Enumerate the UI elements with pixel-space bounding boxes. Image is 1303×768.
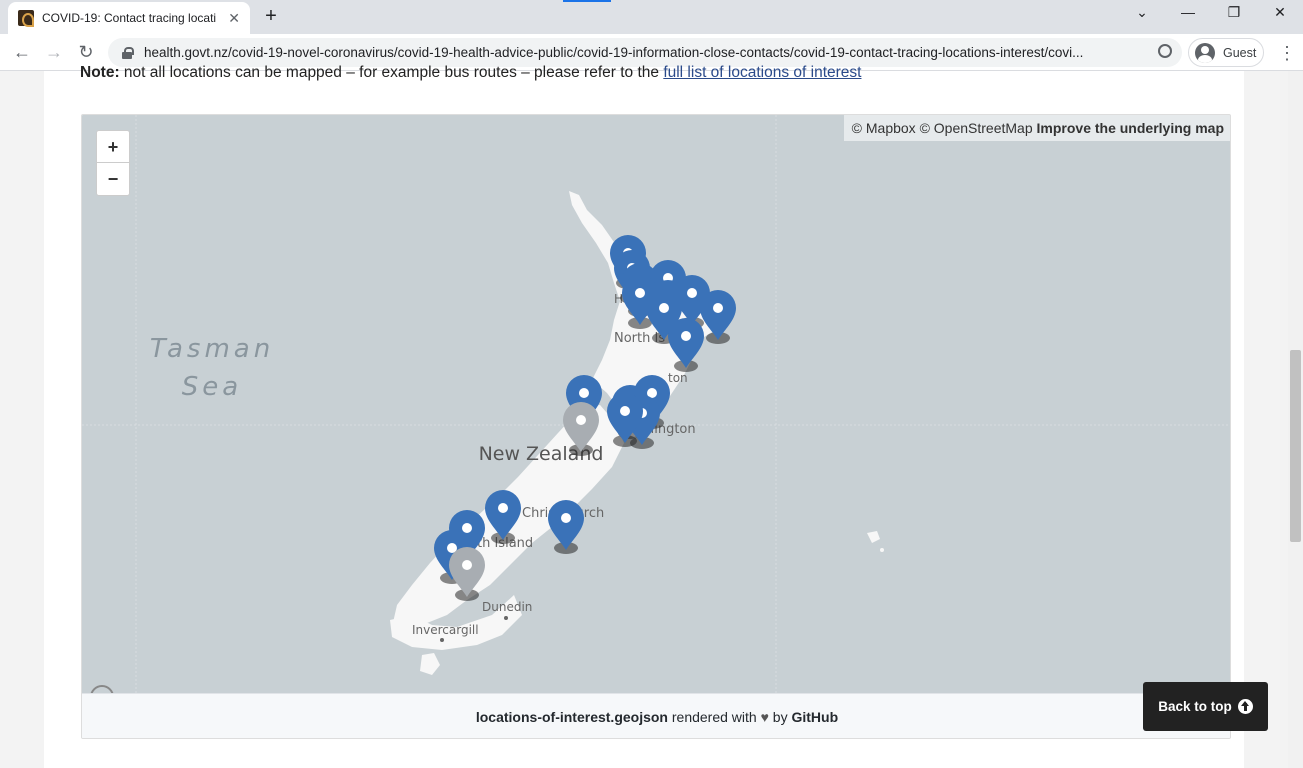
marker-dot — [647, 388, 657, 398]
tab-search-icon[interactable]: ⌄ — [1136, 4, 1148, 20]
osm-attribution-link[interactable]: © OpenStreetMap — [919, 120, 1033, 136]
back-to-top-button[interactable]: Back to top — [1143, 682, 1268, 731]
map-note: Note: not all locations can be mapped – … — [80, 64, 861, 82]
url-text[interactable]: health.govt.nz/covid-19-novel-coronaviru… — [144, 45, 1084, 60]
stewart-island-land — [420, 653, 440, 675]
invercargill-dot — [440, 638, 444, 642]
zoom-icon[interactable] — [1158, 44, 1172, 58]
forward-button[interactable]: → — [45, 42, 63, 62]
minimize-button[interactable]: — — [1181, 4, 1195, 20]
marker-dot — [620, 406, 630, 416]
browser-toolbar: ← → ↻ health.govt.nz/covid-19-novel-coro… — [0, 34, 1303, 71]
arrow-up-icon — [1237, 699, 1253, 714]
location-marker — [485, 490, 521, 540]
location-marker — [548, 500, 584, 550]
marker-dot — [579, 388, 589, 398]
marker-dot — [687, 288, 697, 298]
marker-layer — [434, 235, 736, 601]
avatar-icon — [1195, 42, 1215, 63]
marker-dot — [447, 543, 457, 553]
marker-dot — [659, 303, 669, 313]
location-marker — [700, 290, 736, 340]
map-svg: Tasman Sea New Zealand North Is llington… — [82, 115, 1230, 693]
tab-strip: COVID-19: Contact tracing locati ✕ + ⌄ —… — [0, 0, 1303, 34]
location-marker — [668, 318, 704, 368]
scrollbar-thumb[interactable] — [1290, 350, 1301, 542]
browser-tab[interactable]: COVID-19: Contact tracing locati ✕ — [8, 2, 250, 34]
dunedin-dot — [504, 616, 508, 620]
chatham-islet — [880, 548, 884, 552]
location-marker-grey — [563, 402, 599, 452]
profile-button[interactable]: Guest — [1188, 38, 1264, 67]
north-island-label: North Is — [614, 331, 665, 346]
embed-footer: locations-of-interest.geojson rendered w… — [82, 693, 1230, 738]
footer-by-text: by — [768, 709, 792, 725]
marker-dot — [635, 288, 645, 298]
ton-label: ton — [668, 371, 688, 385]
lock-icon[interactable] — [122, 46, 134, 59]
address-bar[interactable]: health.govt.nz/covid-19-novel-coronaviru… — [108, 38, 1182, 67]
marker-dot — [561, 513, 571, 523]
focus-indicator — [563, 0, 611, 2]
marker-dot — [462, 523, 472, 533]
github-link[interactable]: GitHub — [791, 709, 839, 725]
heart-icon: ♥ — [760, 709, 769, 725]
back-to-top-label: Back to top — [1158, 699, 1232, 714]
note-label: Note: — [80, 64, 120, 81]
chatham-islands-land — [867, 531, 880, 543]
zoom-control: + − — [96, 130, 130, 196]
invercargill-label: Invercargill — [412, 623, 479, 637]
location-marker — [607, 393, 643, 443]
profile-label: Guest — [1223, 45, 1257, 60]
tab-title: COVID-19: Contact tracing locati — [42, 11, 217, 25]
marker-dot — [681, 331, 691, 341]
marker-dot — [713, 303, 723, 313]
browser-menu-icon[interactable]: ⋮ — [1278, 43, 1296, 63]
tasman-label-2: Sea — [182, 372, 242, 402]
full-list-link[interactable]: full list of locations of interest — [663, 64, 862, 81]
marker-dot — [462, 560, 472, 570]
zoom-out-button[interactable]: − — [107, 169, 119, 189]
note-text: not all locations can be mapped – for ex… — [119, 64, 664, 81]
map-attribution: © Mapbox © OpenStreetMap Improve the und… — [843, 115, 1230, 141]
footer-middle-text: rendered with — [667, 709, 761, 725]
geojson-file-link[interactable]: locations-of-interest.geojson — [475, 709, 668, 725]
new-tab-button[interactable]: + — [265, 5, 277, 27]
marker-dot — [576, 415, 586, 425]
geojson-embed: Tasman Sea New Zealand North Is llington… — [81, 114, 1231, 739]
improve-map-link[interactable]: Improve the underlying map — [1036, 120, 1224, 136]
zoom-in-button[interactable]: + — [97, 131, 129, 163]
dunedin-label: Dunedin — [482, 600, 532, 614]
back-button[interactable]: ← — [13, 42, 31, 62]
southland-land — [390, 595, 522, 650]
reload-button[interactable]: ↻ — [78, 42, 94, 62]
location-marker-grey — [449, 547, 485, 597]
mapbox-attribution-link[interactable]: © Mapbox — [851, 120, 916, 136]
restore-button[interactable]: ❐ — [1227, 4, 1241, 20]
tasman-label-1: Tasman — [150, 334, 274, 364]
map-canvas[interactable]: Tasman Sea New Zealand North Is llington… — [82, 115, 1230, 709]
site-favicon-icon — [18, 10, 34, 27]
close-window-button[interactable]: ✕ — [1274, 4, 1286, 20]
tab-close-icon[interactable]: ✕ — [228, 10, 240, 26]
marker-dot — [498, 503, 508, 513]
